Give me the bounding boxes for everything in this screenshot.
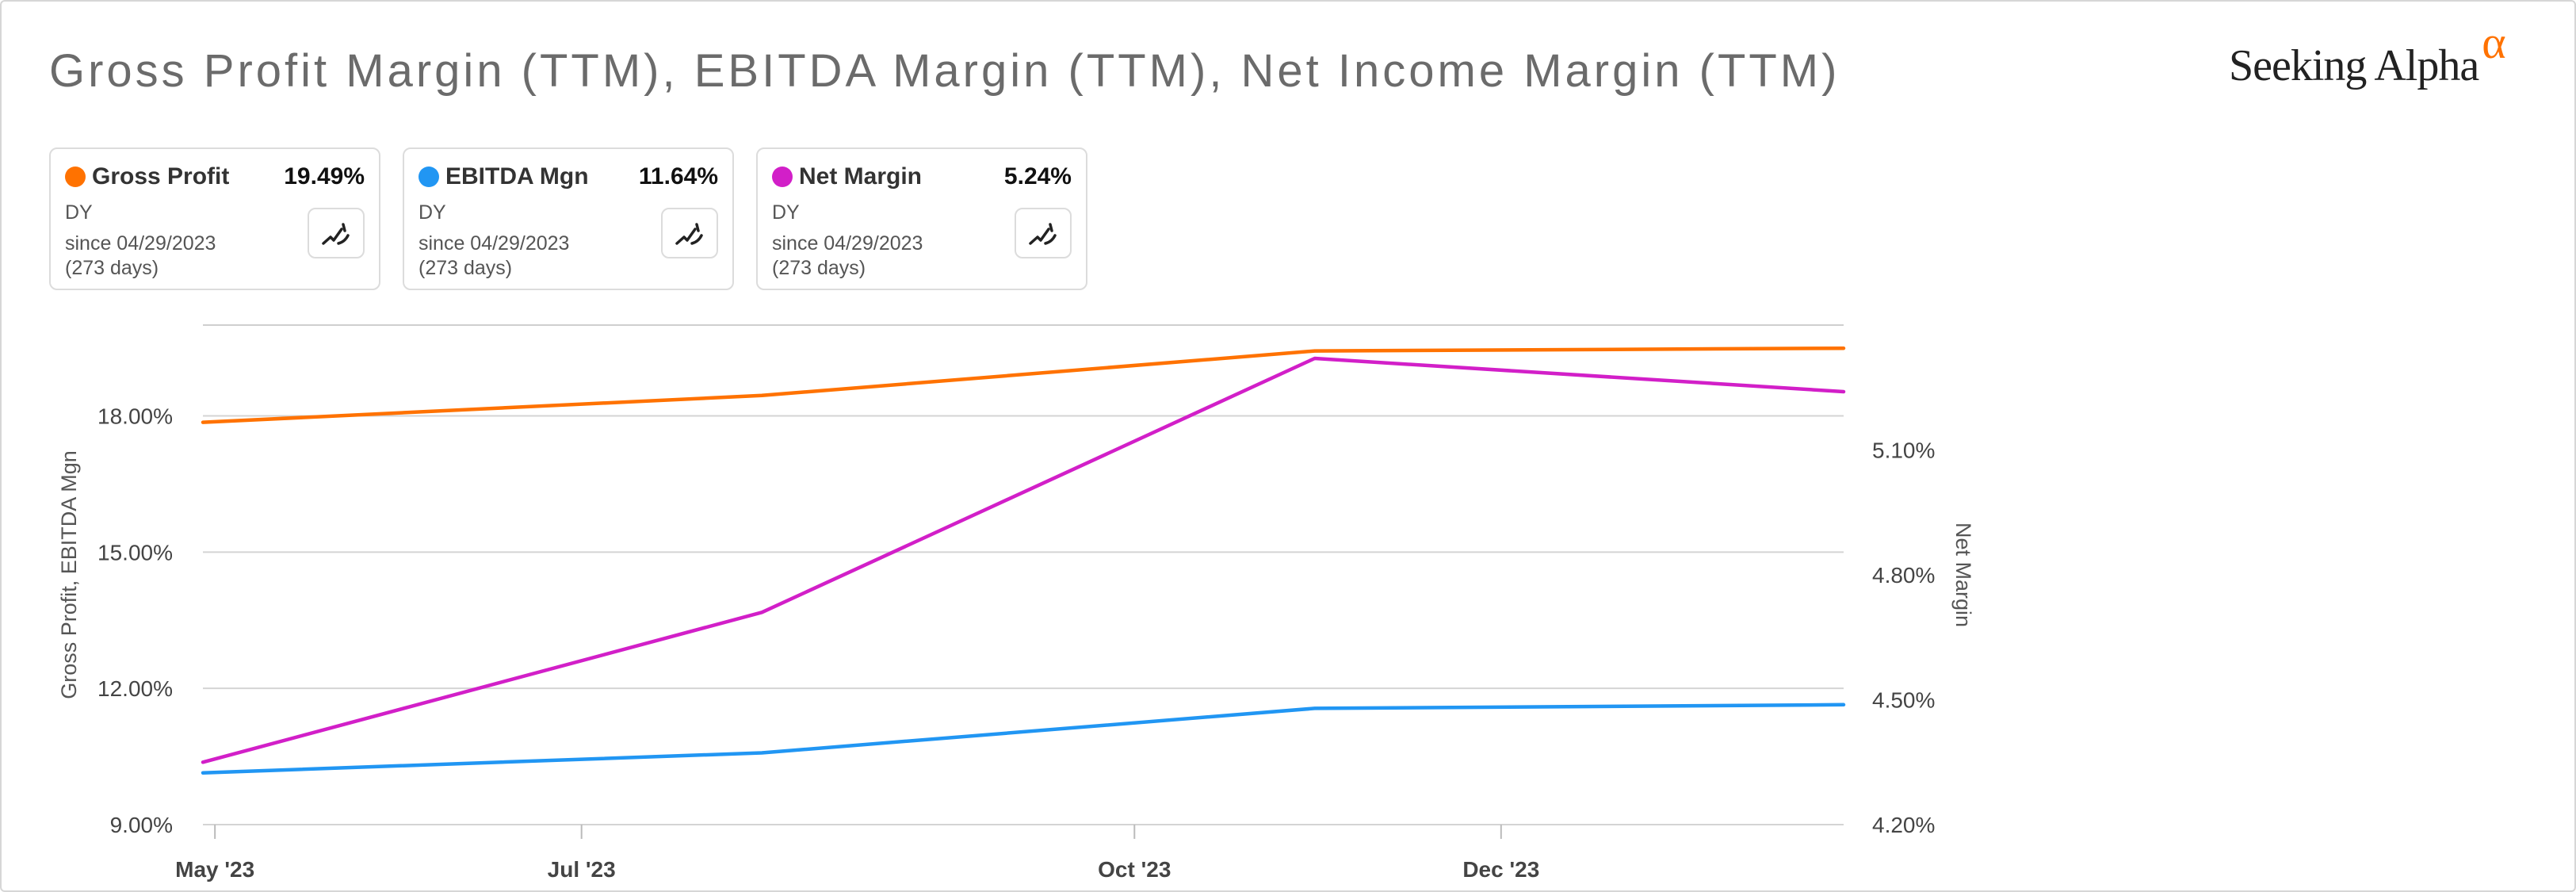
right-axis-ticks: 4.20% 4.50% 4.80% 5.10%	[1872, 438, 1935, 838]
seeking-alpha-logo[interactable]: Seeking Alphaα	[2229, 17, 2506, 91]
since-date: since 04/29/2023	[772, 232, 923, 255]
legend-ticker: DY	[419, 201, 446, 224]
ebitda-color-dot	[419, 167, 439, 187]
x-tick-label: Oct '23	[1098, 857, 1171, 882]
x-tick-label: Jul '23	[548, 857, 616, 882]
legend-ticker: DY	[772, 201, 800, 224]
trend-chart-button[interactable]	[308, 208, 365, 258]
right-axis-label: Net Margin	[1951, 523, 1975, 627]
x-tick-label: Dec '23	[1462, 857, 1539, 882]
trend-chart-icon	[1029, 223, 1057, 245]
since-date: since 04/29/2023	[419, 232, 570, 255]
series-line-net-margin[interactable]	[201, 356, 1846, 764]
legend-cards: Gross Profit 19.49% DY since 04/29/2023(…	[49, 147, 1087, 290]
legend-period: since 04/29/2023 (273 days)	[772, 232, 923, 281]
series-lines	[201, 346, 1846, 775]
legend-value: 19.49%	[284, 163, 365, 190]
period-days: (273 days)	[419, 257, 513, 279]
period-days: (273 days)	[65, 257, 159, 279]
legend-card-net-margin[interactable]: Net Margin 5.24% DY since 04/29/2023 (273…	[756, 147, 1087, 290]
net-margin-color-dot	[772, 167, 793, 187]
trend-chart-button[interactable]	[1015, 208, 1072, 258]
legend-value: 11.64%	[638, 163, 718, 190]
left-tick-label: 9.00%	[110, 813, 173, 837]
legend-period: since 04/29/2023 (273 days)	[419, 232, 569, 281]
left-axis-ticks: 9.00% 12.00% 15.00% 18.00%	[97, 404, 173, 837]
legend-period: since 04/29/2023 (273 days)	[65, 232, 216, 281]
right-tick-label: 5.10%	[1872, 438, 1935, 463]
legend-value: 5.24%	[1003, 163, 1072, 190]
right-tick-label: 4.20%	[1872, 813, 1935, 837]
grid-lines	[203, 324, 1844, 825]
left-tick-label: 15.00%	[97, 540, 173, 565]
chart-title: Gross Profit Margin (TTM), EBITDA Margin…	[49, 45, 1840, 97]
right-tick-label: 4.80%	[1872, 563, 1935, 588]
trend-chart-icon	[322, 223, 350, 245]
legend-card-ebitda-mgn[interactable]: EBITDA Mgn 11.64% DY since 04/29/2023 (27…	[403, 147, 734, 290]
legend-name: EBITDA Mgn	[445, 163, 589, 190]
series-line-ebitda-mgn[interactable]	[201, 702, 1846, 775]
trend-chart-button[interactable]	[661, 208, 718, 258]
period-days: (273 days)	[772, 257, 866, 279]
legend-name: Gross Profit	[92, 163, 230, 190]
alpha-logo-icon: α	[2482, 17, 2505, 68]
left-tick-label: 18.00%	[97, 404, 173, 429]
series-line-gross-profit[interactable]	[201, 346, 1846, 424]
x-axis-ticks: May '23 Jul '23 Oct '23 Dec '23	[175, 825, 1539, 882]
logo-text: Seeking Alpha	[2229, 41, 2479, 90]
legend-card-gross-profit[interactable]: Gross Profit 19.49% DY since 04/29/2023(…	[49, 147, 380, 290]
x-tick-label: May '23	[175, 857, 254, 882]
right-tick-label: 4.50%	[1872, 688, 1935, 713]
trend-chart-icon	[675, 223, 703, 245]
legend-ticker: DY	[65, 201, 93, 224]
gross-profit-color-dot	[65, 167, 86, 187]
left-axis-label: Gross Profit, EBITDA Mgn	[57, 450, 81, 699]
since-date: since 04/29/2023	[65, 232, 216, 255]
left-tick-label: 12.00%	[97, 676, 173, 701]
legend-name: Net Margin	[799, 163, 923, 190]
